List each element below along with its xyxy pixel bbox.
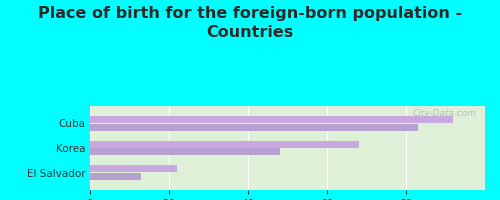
Text: Place of birth for the foreign-born population -
Countries: Place of birth for the foreign-born popu… xyxy=(38,6,462,40)
Bar xyxy=(90,124,418,131)
Bar xyxy=(90,165,177,172)
Text: City-Data.com: City-Data.com xyxy=(413,109,477,118)
Bar xyxy=(90,116,454,123)
Bar xyxy=(90,173,142,180)
Bar xyxy=(90,148,280,155)
Bar xyxy=(90,141,358,148)
